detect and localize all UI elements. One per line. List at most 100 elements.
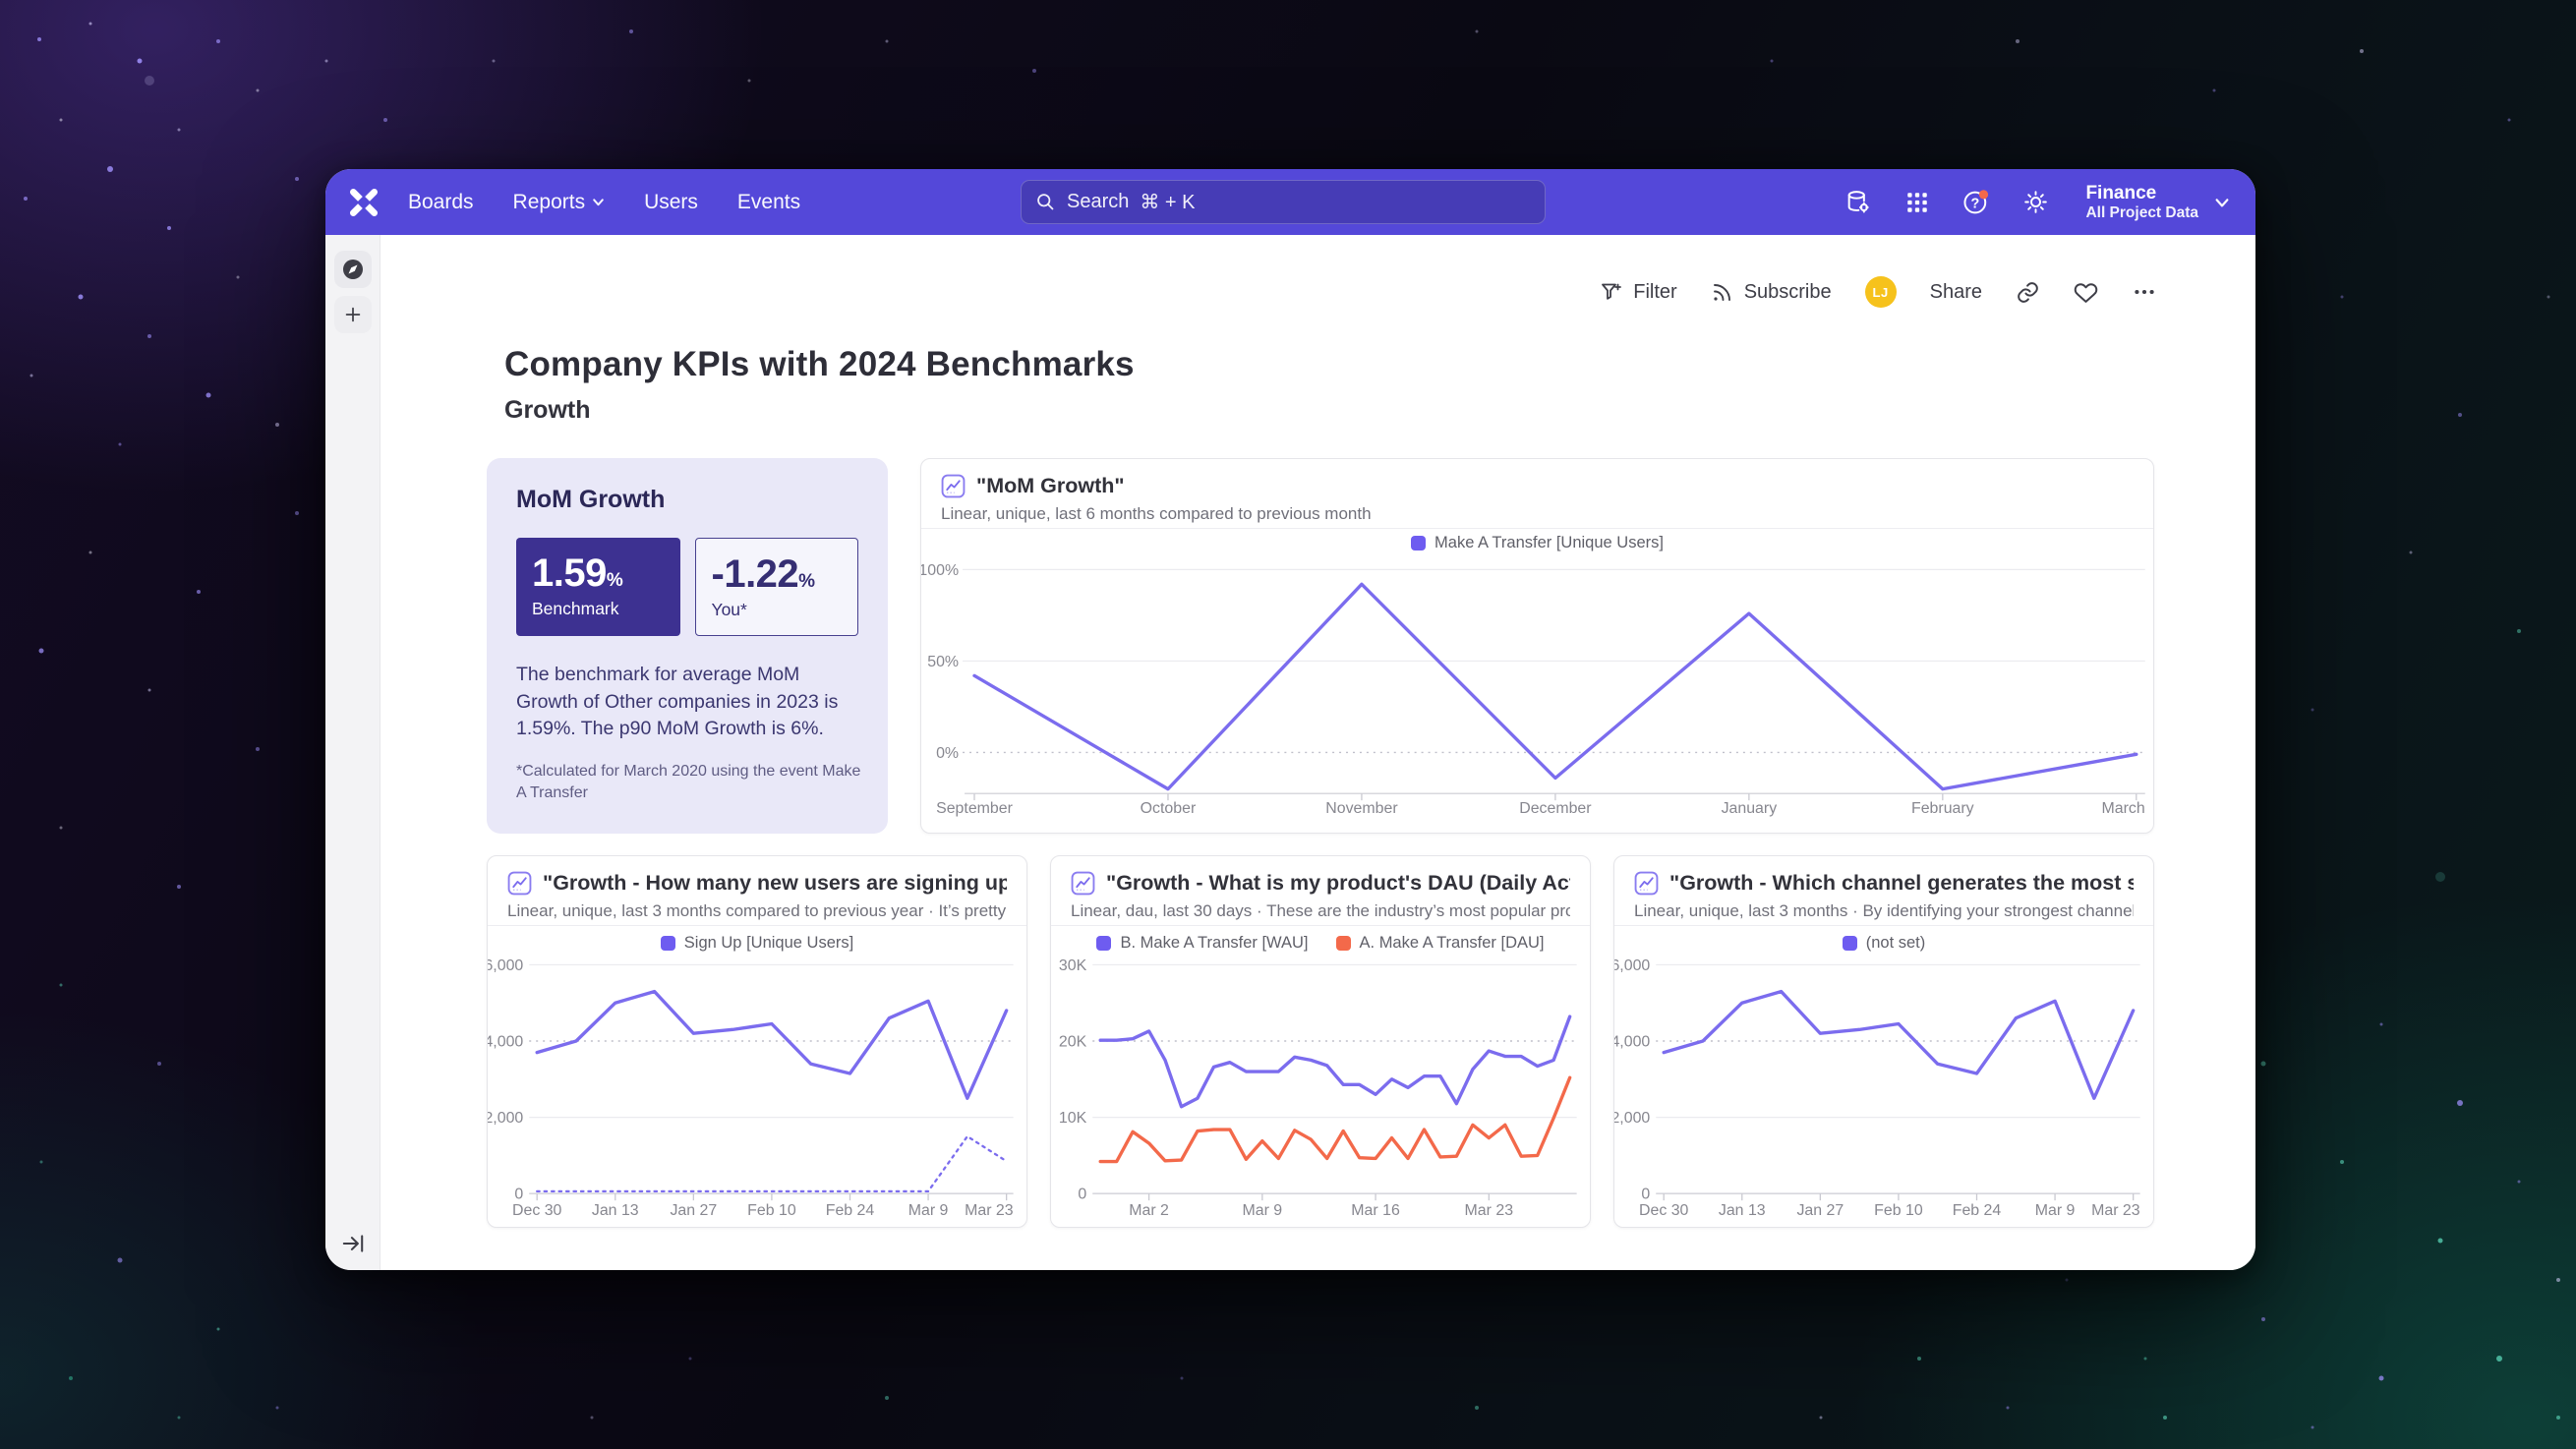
svg-text:4,000: 4,000 (488, 1033, 523, 1050)
help-icon[interactable]: ? (1961, 188, 1991, 217)
legend-label: B. Make A Transfer [WAU] (1120, 934, 1309, 952)
report-card-new-users[interactable]: "Growth - How many new users are signing… (487, 855, 1027, 1228)
svg-text:?: ? (1971, 196, 1980, 211)
compass-icon (343, 260, 363, 279)
user-avatar[interactable]: LJ (1864, 276, 1897, 308)
svg-text:October: October (1141, 800, 1197, 817)
report-card-header: "MoM Growth" Linear, unique, last 6 mont… (921, 459, 2153, 524)
report-card-header: "Growth - What is my product's DAU (Dail… (1051, 856, 1590, 921)
data-management-icon[interactable] (1844, 188, 1873, 217)
legend-swatch-icon (1842, 936, 1857, 951)
search-shortcut: ⌘ + K (1140, 192, 1196, 213)
nav-item-boards[interactable]: Boards (408, 191, 474, 214)
nav-item-reports[interactable]: Reports (513, 191, 606, 214)
arrow-to-bar-icon (342, 1235, 364, 1252)
svg-text:6,000: 6,000 (1614, 957, 1650, 974)
project-switcher[interactable]: Finance All Project Data (2085, 182, 2230, 223)
legend-item[interactable]: Make A Transfer [Unique Users] (1411, 534, 1664, 552)
svg-text:2,000: 2,000 (1614, 1110, 1650, 1127)
filter-button[interactable]: Filter (1600, 280, 1677, 304)
svg-text:0%: 0% (936, 745, 959, 762)
legend-item[interactable]: (not set) (1842, 934, 1925, 953)
legend-item[interactable]: A. Make A Transfer [DAU] (1335, 934, 1545, 953)
svg-text:Jan 27: Jan 27 (670, 1202, 717, 1219)
board-toolbar: Filter Subscribe LJ Share (1600, 276, 2157, 308)
report-card-header: "Growth - How many new users are signing… (488, 856, 1026, 921)
benchmark-value-tile: 1.59% Benchmark (516, 538, 680, 636)
top-navbar: Boards Reports Users Events Search ⌘ + K (325, 169, 2255, 235)
share-button[interactable]: Share (1930, 281, 1982, 304)
report-card-dau[interactable]: "Growth - What is my product's DAU (Dail… (1050, 855, 1591, 1228)
svg-text:Dec 30: Dec 30 (512, 1202, 562, 1219)
apps-grid-icon[interactable] (1903, 188, 1932, 217)
svg-text:20K: 20K (1059, 1033, 1087, 1050)
section-title: Growth (504, 396, 591, 424)
svg-text:September: September (936, 800, 1014, 817)
report-card-signup-channels[interactable]: "Growth - Which channel generates the mo… (1613, 855, 2154, 1228)
legend-label: A. Make A Transfer [DAU] (1359, 934, 1545, 952)
legend-swatch-icon (1411, 536, 1427, 551)
more-options-button[interactable] (2132, 279, 2157, 305)
legend-swatch-icon (1335, 936, 1351, 951)
legend-label: Make A Transfer [Unique Users] (1434, 534, 1664, 551)
mixpanel-logo-icon[interactable] (347, 186, 381, 219)
svg-text:Feb 24: Feb 24 (1953, 1202, 2002, 1219)
you-value-tile: -1.22% You* (694, 538, 858, 636)
svg-text:Jan 27: Jan 27 (1796, 1202, 1844, 1219)
report-title[interactable]: "Growth - What is my product's DAU (Dail… (1106, 871, 1570, 895)
nav-item-label: Users (644, 190, 698, 213)
report-card-mom-growth[interactable]: "MoM Growth" Linear, unique, last 6 mont… (920, 458, 2154, 834)
chevron-down-icon (593, 199, 604, 206)
svg-text:0: 0 (514, 1187, 523, 1203)
svg-text:Mar 23: Mar 23 (965, 1202, 1014, 1219)
chart-legend: (not set) (1614, 934, 2153, 953)
svg-text:Mar 9: Mar 9 (908, 1202, 949, 1219)
line-chart-report-icon (1071, 871, 1095, 896)
expand-sidebar-button[interactable] (340, 1231, 366, 1256)
svg-text:Mar 23: Mar 23 (1465, 1202, 1514, 1219)
report-title[interactable]: "MoM Growth" (976, 474, 1125, 497)
svg-text:January: January (1722, 800, 1778, 817)
svg-text:Mar 2: Mar 2 (1129, 1202, 1169, 1219)
legend-swatch-icon (660, 936, 675, 951)
project-subtitle: All Project Data (2085, 204, 2198, 222)
line-chart-report-icon (507, 871, 532, 896)
subscribe-button[interactable]: Subscribe (1711, 280, 1832, 304)
nav-item-users[interactable]: Users (644, 191, 698, 214)
page-title: Company KPIs with 2024 Benchmarks (504, 345, 1135, 383)
nav-item-label: Reports (512, 190, 586, 213)
dashboard-content: Filter Subscribe LJ Share (381, 235, 2255, 1270)
benchmark-card: MoM Growth 1.59% Benchmark -1.22% You* T… (487, 458, 888, 834)
benchmark-tiles: 1.59% Benchmark -1.22% You* (516, 538, 858, 636)
svg-text:10K: 10K (1059, 1110, 1087, 1127)
legend-item[interactable]: Sign Up [Unique Users] (660, 934, 854, 953)
nav-item-events[interactable]: Events (737, 191, 800, 214)
chart-legend: Make A Transfer [Unique Users] (921, 534, 2153, 552)
report-title[interactable]: "Growth - Which channel generates the mo… (1669, 871, 2134, 895)
create-new-button[interactable] (334, 296, 372, 333)
legend-label: Sign Up [Unique Users] (683, 934, 854, 952)
benchmark-description: The benchmark for average MoM Growth of … (516, 664, 839, 740)
settings-gear-icon[interactable] (2020, 188, 2050, 217)
report-card-header: "Growth - Which channel generates the mo… (1614, 856, 2153, 921)
left-sidebar (325, 235, 381, 1270)
svg-text:Dec 30: Dec 30 (1639, 1202, 1689, 1219)
nav-right-cluster: ? Finance All Project Data (1844, 169, 2230, 235)
svg-text:Mar 23: Mar 23 (2091, 1202, 2140, 1219)
discover-compass-button[interactable] (334, 251, 372, 288)
svg-text:Mar 9: Mar 9 (2035, 1202, 2076, 1219)
favorite-button[interactable] (2074, 280, 2098, 305)
search-input[interactable]: Search ⌘ + K (1021, 180, 1546, 224)
report-title[interactable]: "Growth - How many new users are signing… (543, 871, 1007, 895)
filter-label: Filter (1633, 280, 1677, 303)
cards-row-1: MoM Growth 1.59% Benchmark -1.22% You* T… (487, 458, 2154, 834)
svg-text:Jan 13: Jan 13 (592, 1202, 639, 1219)
header-divider (921, 528, 2153, 529)
heart-icon (2074, 282, 2098, 303)
nav-menu: Boards Reports Users Events (408, 191, 800, 214)
svg-text:0: 0 (1641, 1187, 1650, 1203)
copy-link-button[interactable] (2016, 280, 2040, 305)
svg-text:Mar 16: Mar 16 (1351, 1202, 1400, 1219)
legend-item[interactable]: B. Make A Transfer [WAU] (1096, 934, 1309, 953)
svg-text:Jan 13: Jan 13 (1719, 1202, 1766, 1219)
